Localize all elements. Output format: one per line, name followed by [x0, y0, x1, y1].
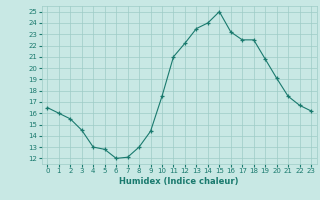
X-axis label: Humidex (Indice chaleur): Humidex (Indice chaleur)	[119, 177, 239, 186]
